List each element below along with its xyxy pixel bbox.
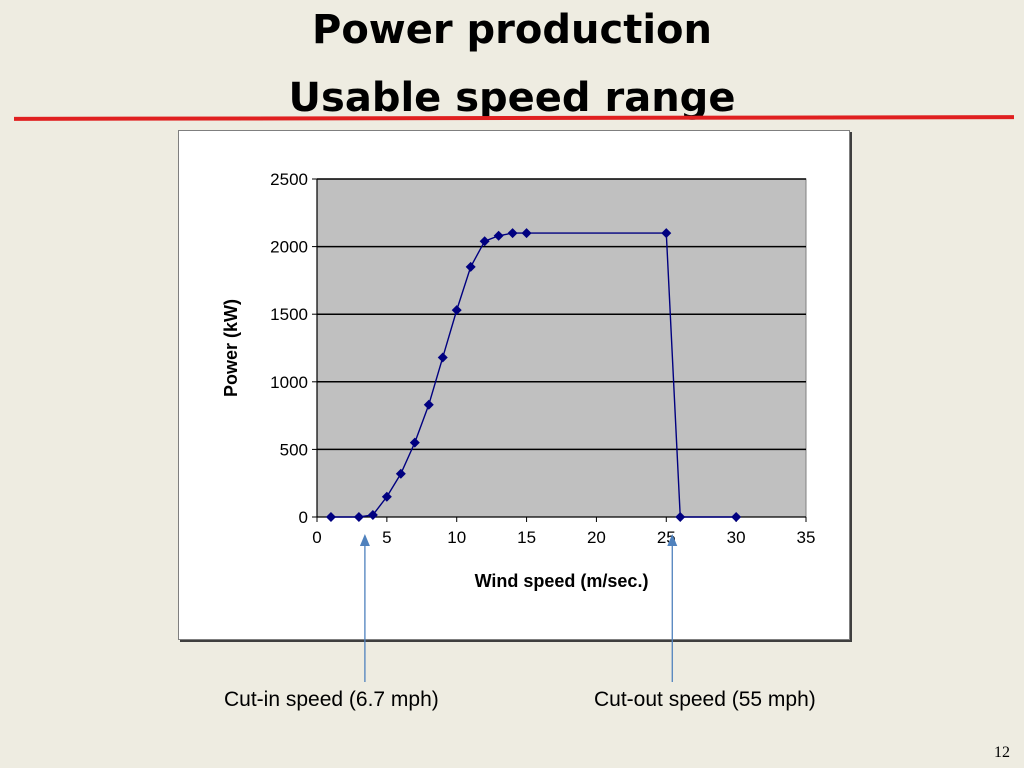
x-tick-label: 0 [312, 528, 321, 547]
x-tick-label: 5 [382, 528, 391, 547]
x-axis-ticks: 0 5 10 15 20 25 30 35 [312, 517, 815, 547]
y-tick-label: 0 [299, 508, 308, 527]
plot-area [316, 178, 807, 518]
data-point [395, 468, 406, 479]
data-point [661, 228, 672, 239]
data-point [325, 512, 336, 522]
data-point [409, 437, 420, 448]
cut-out-speed-callout: Cut-out speed (55 mph) [594, 688, 816, 711]
slide-subtitle: Usable speed range [288, 75, 736, 121]
data-point [465, 261, 476, 272]
x-tick-label: 15 [517, 528, 536, 547]
y-tick-label: 2000 [270, 238, 308, 257]
x-axis-label: Wind speed (m/sec.) [475, 571, 649, 591]
y-axis-ticks: 0 500 1000 1500 2000 2500 [270, 170, 317, 527]
data-point [423, 399, 434, 410]
slide-title: Power production [312, 7, 712, 53]
page-number: 12 [994, 744, 1010, 761]
data-point [521, 228, 532, 239]
cut-in-speed-callout: Cut-in speed (6.7 mph) [224, 688, 439, 711]
chart-frame: 0 500 1000 1500 2000 2500 0 5 10 15 20 25 30 35 Wind… [178, 130, 850, 640]
data-point [451, 305, 462, 316]
grid-lines [317, 178, 806, 451]
x-tick-label: 20 [587, 528, 606, 547]
y-tick-label: 500 [280, 440, 308, 459]
data-point [381, 491, 392, 502]
series-points [325, 228, 742, 522]
data-point [479, 236, 490, 247]
data-point [493, 230, 504, 241]
data-point [353, 512, 364, 522]
x-tick-label: 10 [447, 528, 466, 547]
power-curve-chart: 0 500 1000 1500 2000 2500 0 5 10 15 20 25 30 35 Wind… [221, 170, 815, 591]
y-tick-label: 2500 [270, 170, 308, 189]
data-point [507, 228, 518, 239]
x-tick-label: 30 [727, 528, 746, 547]
y-tick-label: 1500 [270, 305, 308, 324]
x-tick-label: 25 [657, 528, 676, 547]
y-axis-label: Power (kW) [221, 299, 241, 397]
data-point [731, 512, 742, 522]
data-point [675, 512, 686, 522]
data-point [437, 352, 448, 363]
y-tick-label: 1000 [270, 373, 308, 392]
data-point [367, 509, 378, 520]
x-tick-label: 35 [797, 528, 816, 547]
